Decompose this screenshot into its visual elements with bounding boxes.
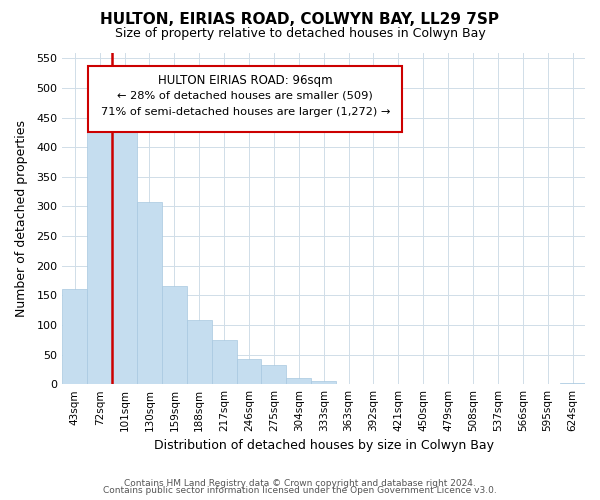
Bar: [560, 383, 585, 384]
Bar: [137, 202, 162, 384]
X-axis label: Distribution of detached houses by size in Colwyn Bay: Distribution of detached houses by size …: [154, 440, 494, 452]
Text: Size of property relative to detached houses in Colwyn Bay: Size of property relative to detached ho…: [115, 28, 485, 40]
Y-axis label: Number of detached properties: Number of detached properties: [15, 120, 28, 317]
Bar: [112, 126, 137, 384]
Bar: [212, 340, 236, 384]
Bar: [311, 381, 336, 384]
Text: Contains HM Land Registry data © Crown copyright and database right 2024.: Contains HM Land Registry data © Crown c…: [124, 478, 476, 488]
Bar: [62, 290, 87, 384]
Bar: [262, 364, 286, 384]
Bar: [286, 378, 311, 384]
Text: 71% of semi-detached houses are larger (1,272) →: 71% of semi-detached houses are larger (…: [101, 107, 390, 117]
Bar: [162, 286, 187, 384]
Text: HULTON, EIRIAS ROAD, COLWYN BAY, LL29 7SP: HULTON, EIRIAS ROAD, COLWYN BAY, LL29 7S…: [101, 12, 499, 28]
Text: Contains public sector information licensed under the Open Government Licence v3: Contains public sector information licen…: [103, 486, 497, 495]
Bar: [236, 358, 262, 384]
Bar: [87, 118, 112, 384]
FancyBboxPatch shape: [88, 66, 402, 132]
Text: ← 28% of detached houses are smaller (509): ← 28% of detached houses are smaller (50…: [118, 90, 373, 101]
Text: HULTON EIRIAS ROAD: 96sqm: HULTON EIRIAS ROAD: 96sqm: [158, 74, 332, 87]
Bar: [187, 320, 212, 384]
